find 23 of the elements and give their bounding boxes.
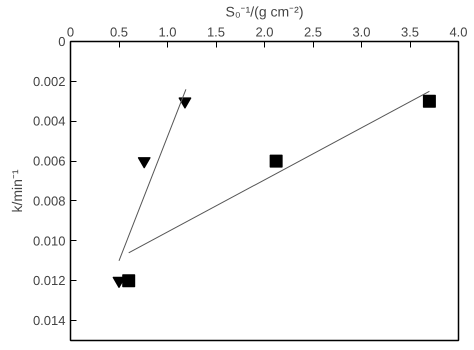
x-tick-label: 3.0 (352, 24, 371, 40)
x-tick-label: 2.0 (255, 24, 274, 40)
x-axis-title: S₀⁻¹/(g cm⁻²) (225, 4, 304, 20)
y-tick-label: 0.008 (32, 193, 66, 208)
x-tick-label: 1.5 (206, 24, 226, 40)
x-tick-label: 0.5 (110, 24, 128, 40)
y-tick-label: 0.002 (32, 74, 66, 89)
point (138, 157, 151, 169)
y-tick-label: 0.010 (32, 233, 66, 248)
y-tick-label: 0.006 (32, 154, 66, 169)
y-tick-label: 0.004 (32, 114, 66, 129)
point (178, 97, 192, 109)
point (122, 274, 136, 288)
y-tick-label: 0.012 (32, 273, 66, 288)
point (422, 94, 436, 108)
x-tick-label: 3.5 (400, 24, 420, 40)
y-axis-title: k/min⁻¹ (8, 169, 25, 213)
x-tick-label: 2.5 (304, 24, 322, 40)
point (270, 154, 283, 168)
x-tick-label: 4.0 (449, 24, 468, 40)
y-tick-label: 0.014 (32, 313, 66, 328)
x-tick-label: 1.0 (158, 24, 177, 40)
y-tick-label: 0 (58, 34, 66, 49)
